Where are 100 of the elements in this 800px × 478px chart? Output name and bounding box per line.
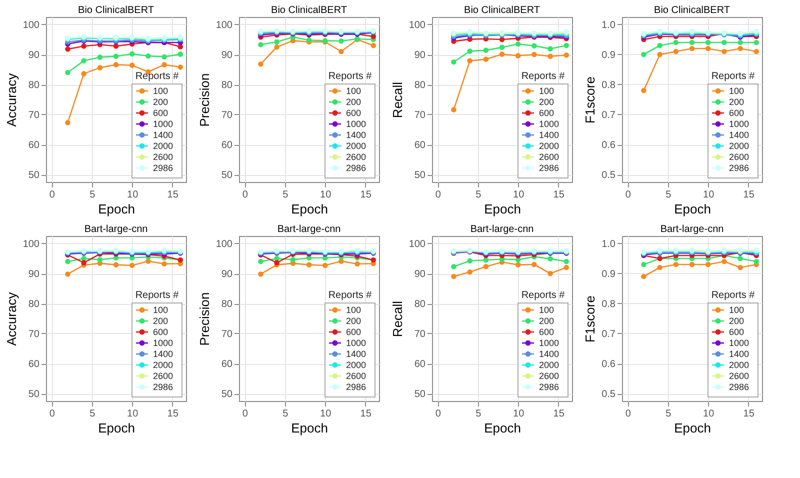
y-tick-label: 0.6 — [602, 140, 616, 151]
x-axis-title: Epoch — [484, 420, 521, 436]
legend-label: 200 — [153, 316, 168, 326]
point — [532, 43, 537, 48]
point — [738, 46, 743, 52]
legend-label: 600 — [153, 108, 168, 118]
y-tick-label: 60 — [414, 140, 426, 151]
x-tick-label: 5 — [282, 190, 289, 200]
y-tick-label: 50 — [221, 389, 233, 400]
legend-label: 2000 — [539, 360, 560, 370]
point — [657, 264, 662, 270]
x-tick-label: 0 — [435, 190, 442, 200]
legend-label: 100 — [346, 305, 362, 315]
point — [338, 38, 344, 44]
chart-title: Bart-large-cnn — [660, 224, 724, 235]
point — [162, 62, 167, 68]
legend-title: Reports # — [328, 290, 372, 301]
legend-label: 1000 — [539, 338, 560, 348]
point — [354, 261, 360, 267]
point — [258, 271, 264, 277]
x-axis-title: Epoch — [674, 420, 711, 436]
x-axis-title: Epoch — [674, 202, 711, 216]
point — [113, 62, 119, 68]
legend-label: 600 — [153, 327, 168, 337]
point — [306, 262, 312, 268]
legend-label: 2986 — [539, 163, 560, 173]
legend-label: 2986 — [346, 163, 366, 173]
point — [129, 51, 135, 57]
point — [499, 44, 505, 50]
point — [532, 52, 537, 58]
point — [178, 64, 184, 70]
legend-label: 2600 — [729, 371, 750, 381]
point — [515, 41, 521, 47]
point — [515, 53, 521, 58]
point — [129, 262, 135, 268]
point — [467, 58, 472, 64]
point — [548, 46, 553, 52]
y-tick-label: 0.7 — [602, 329, 616, 340]
legend-label: 100 — [539, 86, 554, 96]
x-tick-label: 5 — [666, 408, 672, 420]
point — [290, 257, 296, 262]
y-tick-label: 80 — [221, 80, 233, 91]
y-tick-label: 70 — [28, 110, 40, 121]
legend-title: Reports # — [521, 71, 566, 82]
y-tick-label: 100 — [22, 239, 40, 250]
point — [564, 42, 570, 48]
x-tick-label: 5 — [476, 408, 482, 420]
point — [657, 52, 662, 58]
point — [467, 48, 472, 54]
y-tick-label: 70 — [221, 110, 233, 121]
legend-label: 600 — [729, 327, 744, 337]
point — [81, 58, 86, 64]
point — [146, 53, 151, 59]
chart-title: Bio ClinicalBERT — [654, 5, 730, 16]
x-tick-label: 0 — [242, 408, 248, 420]
legend-label: 600 — [539, 327, 554, 337]
y-axis-title: Accuracy — [4, 72, 19, 127]
x-tick-label: 10 — [127, 190, 139, 200]
x-tick-label: 10 — [320, 190, 332, 200]
legend-label: 1000 — [539, 119, 560, 129]
y-tick-label: 60 — [414, 359, 426, 370]
x-tick-label: 5 — [476, 190, 482, 200]
point — [451, 274, 456, 280]
y-tick-label: 50 — [28, 389, 40, 400]
point — [705, 46, 711, 52]
point — [258, 258, 264, 264]
x-tick-label: 10 — [703, 408, 715, 420]
legend-label: 1000 — [346, 119, 366, 129]
point — [483, 48, 489, 53]
legend-label: 100 — [153, 305, 168, 315]
legend-label: 1000 — [729, 338, 750, 348]
legend-label: 1400 — [346, 130, 366, 140]
y-axis-title: Accuracy — [4, 292, 19, 346]
legend-label: 1000 — [729, 119, 750, 129]
y-axis-title: Precision — [196, 292, 212, 346]
x-axis-title: Epoch — [484, 202, 521, 216]
legend-label: 100 — [539, 305, 554, 315]
y-tick-label: 90 — [221, 269, 233, 280]
point — [65, 46, 70, 52]
point — [738, 40, 743, 46]
point — [65, 70, 70, 76]
chart-title: Bart-large-cnn — [277, 224, 341, 235]
legend-label: 600 — [539, 108, 554, 118]
x-tick-label: 15 — [553, 190, 565, 200]
y-tick-label: 0.8 — [602, 299, 616, 310]
point — [274, 44, 280, 50]
x-tick-label: 0 — [435, 408, 442, 420]
point — [722, 40, 727, 46]
point — [467, 258, 472, 264]
point — [673, 40, 679, 46]
legend-label: 2000 — [729, 141, 750, 151]
x-tick-label: 5 — [666, 190, 672, 200]
point — [338, 258, 344, 264]
y-tick-label: 50 — [414, 389, 426, 400]
y-tick-label: 0.9 — [602, 50, 616, 61]
legend-label: 200 — [729, 316, 744, 326]
y-tick-label: 50 — [28, 170, 40, 181]
point — [499, 52, 505, 57]
x-tick-label: 10 — [703, 190, 715, 200]
legend-label: 2000 — [729, 360, 750, 370]
